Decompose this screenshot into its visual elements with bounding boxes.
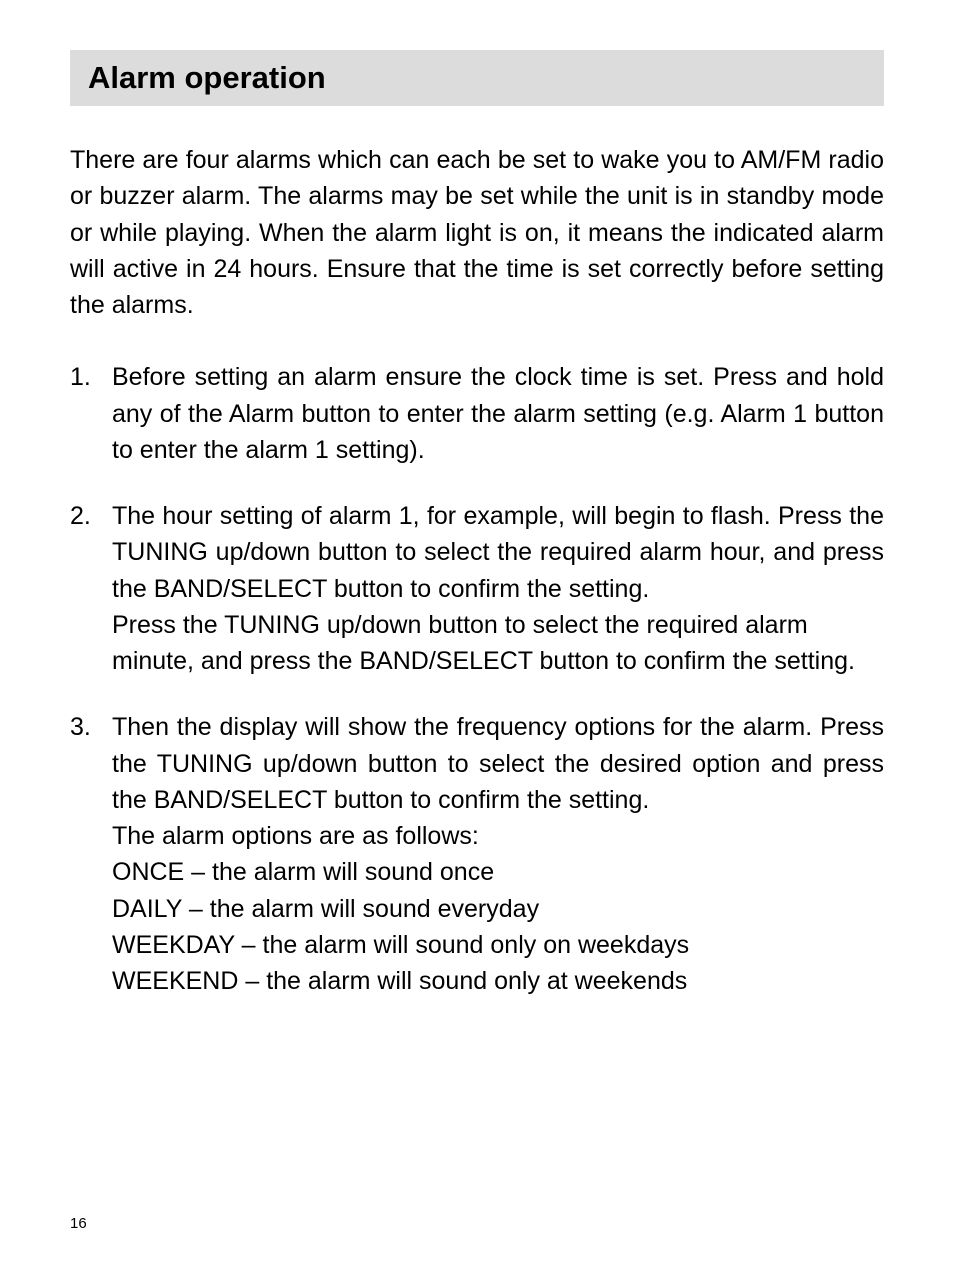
step-sub-text: WEEKDAY – the alarm will sound only on w…	[112, 927, 884, 963]
page-title: Alarm operation	[88, 60, 866, 96]
step-sub-text: DAILY – the alarm will sound everyday	[112, 891, 884, 927]
steps-list: Before setting an alarm ensure the clock…	[70, 359, 884, 999]
step-main-text: The hour setting of alarm 1, for example…	[112, 498, 884, 607]
step-sub-text: Press the TUNING up/down button to selec…	[112, 607, 884, 680]
list-item: The hour setting of alarm 1, for example…	[70, 498, 884, 679]
page-number: 16	[70, 1215, 87, 1232]
step-sub-text: WEEKEND – the alarm will sound only at w…	[112, 963, 884, 999]
step-main-text: Before setting an alarm ensure the clock…	[112, 359, 884, 468]
step-sub-text: The alarm options are as follows:	[112, 818, 884, 854]
step-main-text: Then the display will show the frequency…	[112, 709, 884, 818]
list-item: Then the display will show the frequency…	[70, 709, 884, 999]
page: Alarm operation There are four alarms wh…	[0, 0, 954, 1272]
list-item: Before setting an alarm ensure the clock…	[70, 359, 884, 468]
intro-paragraph: There are four alarms which can each be …	[70, 142, 884, 323]
step-sub-text: ONCE – the alarm will sound once	[112, 854, 884, 890]
heading-bar: Alarm operation	[70, 50, 884, 106]
